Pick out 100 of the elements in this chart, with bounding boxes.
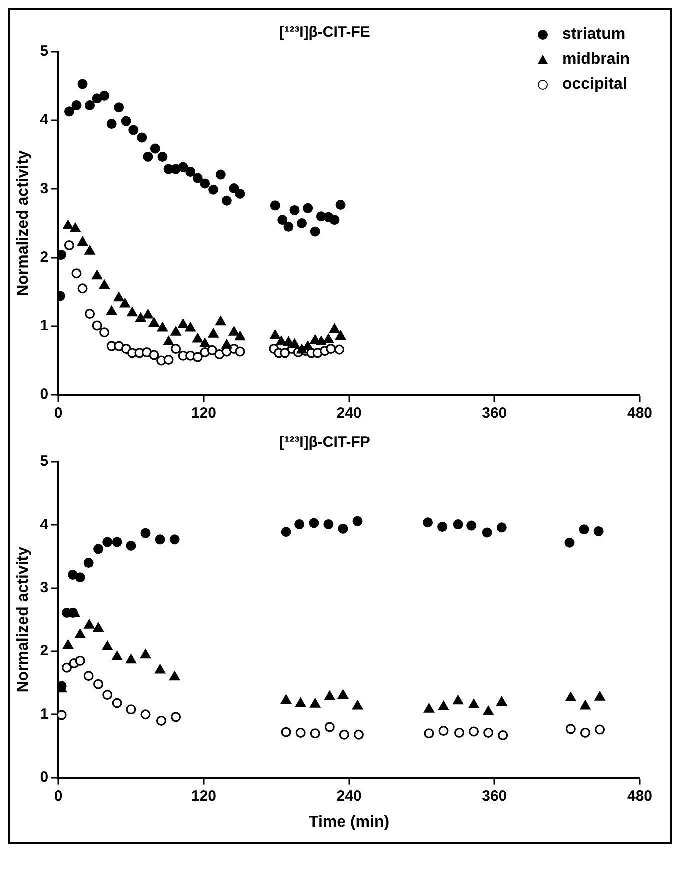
point — [595, 724, 606, 735]
point — [280, 348, 290, 358]
point — [156, 716, 167, 726]
point — [112, 537, 122, 548]
point — [566, 724, 576, 734]
point — [334, 344, 345, 355]
legend-label: striatum — [562, 25, 626, 45]
point — [100, 328, 110, 338]
y-tick-label: 5 — [40, 453, 49, 470]
point — [284, 337, 294, 346]
point — [137, 132, 148, 143]
y-tick-label: 3 — [40, 180, 49, 198]
point — [438, 701, 449, 710]
point — [579, 524, 590, 535]
y-tick-label: 0 — [40, 768, 49, 786]
point — [468, 699, 480, 708]
point — [216, 170, 226, 180]
x-tick-label: 120 — [191, 788, 216, 805]
x-tick-label: 360 — [482, 788, 508, 805]
point — [84, 620, 95, 629]
point — [149, 318, 160, 327]
point — [453, 520, 464, 530]
point — [112, 698, 122, 708]
point — [294, 520, 305, 530]
y-tick-label: 1 — [40, 706, 49, 723]
y-tick-label: 1 — [40, 318, 49, 335]
point — [106, 119, 117, 130]
point — [192, 173, 203, 184]
point — [316, 336, 327, 346]
point — [296, 698, 306, 708]
point — [102, 690, 113, 700]
x-tick-label: 360 — [482, 405, 508, 422]
point — [303, 203, 314, 214]
point — [126, 654, 136, 664]
point — [310, 698, 320, 708]
point — [453, 696, 464, 705]
point — [200, 338, 210, 348]
point — [352, 700, 363, 710]
point — [158, 152, 168, 162]
point — [64, 240, 74, 250]
point — [121, 116, 132, 126]
legend-label: occipital — [562, 75, 628, 95]
point — [155, 664, 166, 674]
point — [155, 534, 166, 545]
point — [483, 706, 494, 716]
point — [192, 334, 203, 343]
point — [114, 292, 124, 302]
point — [222, 340, 232, 349]
point — [92, 320, 102, 331]
point — [281, 727, 292, 738]
point — [338, 690, 348, 699]
point — [326, 344, 336, 354]
point — [207, 345, 218, 356]
point — [324, 691, 336, 700]
point — [178, 162, 188, 172]
point — [222, 196, 232, 206]
point — [229, 326, 240, 336]
point — [102, 641, 113, 650]
point — [438, 726, 449, 736]
point — [186, 167, 196, 178]
point — [336, 200, 346, 210]
point — [102, 537, 113, 548]
point — [143, 310, 154, 319]
point — [438, 522, 448, 532]
point — [164, 336, 174, 346]
point — [330, 215, 340, 226]
point — [63, 640, 74, 650]
point — [466, 520, 477, 531]
point — [469, 726, 480, 737]
point — [354, 730, 364, 740]
point — [140, 649, 151, 659]
point — [214, 350, 225, 360]
point — [281, 527, 292, 538]
x-tick-label: 120 — [191, 405, 216, 422]
point — [338, 524, 348, 534]
point — [454, 728, 465, 738]
point — [276, 336, 287, 346]
point — [496, 522, 507, 533]
point — [84, 671, 94, 682]
point — [85, 309, 96, 320]
point — [78, 79, 88, 90]
y-tick-label: 2 — [40, 642, 49, 660]
point — [94, 679, 104, 690]
point — [70, 223, 81, 232]
point — [128, 125, 139, 136]
point — [270, 330, 281, 340]
point — [120, 298, 130, 308]
point — [296, 728, 306, 738]
point — [580, 700, 591, 710]
point — [594, 526, 604, 536]
x-tick-label: 0 — [54, 405, 63, 422]
point — [352, 516, 363, 526]
point — [75, 656, 86, 666]
point — [216, 316, 226, 326]
chart-title: [¹²³I]β-CIT-FP — [280, 434, 370, 452]
point — [296, 344, 308, 354]
point — [136, 313, 146, 322]
legend-label: midbrain — [562, 50, 630, 70]
point — [126, 541, 136, 552]
point — [143, 152, 154, 162]
